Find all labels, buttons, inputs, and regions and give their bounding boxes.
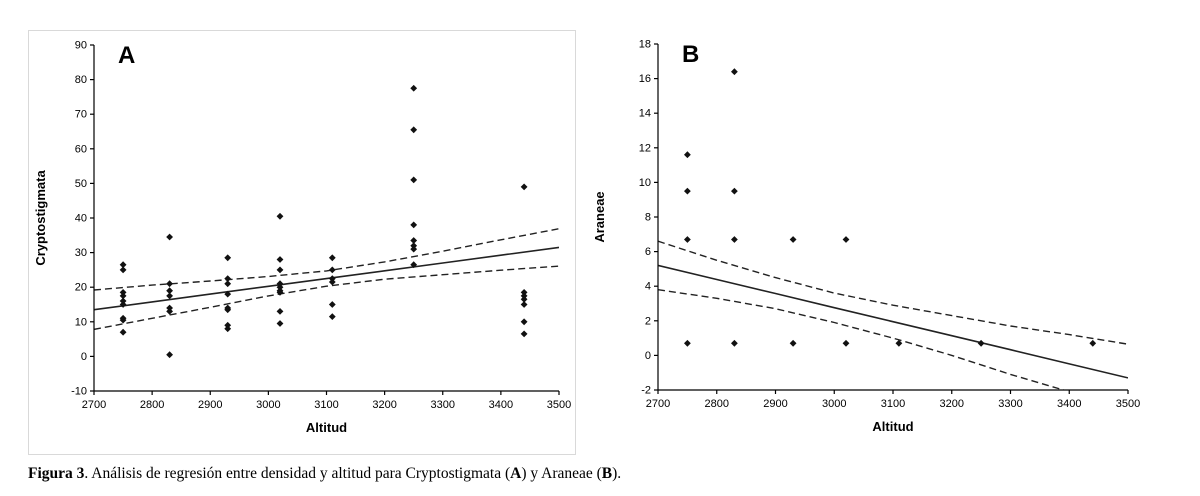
svg-text:0: 0: [81, 351, 87, 363]
svg-text:18: 18: [639, 39, 651, 51]
panel-a: -10 0 10 20 30 40 50 60 70 80 90 2700 2800 2900 3000 31…: [28, 30, 576, 455]
svg-text:0: 0: [645, 350, 651, 362]
svg-text:-10: -10: [71, 386, 87, 398]
caption-text-1: . Análisis de regresión entre densidad y…: [84, 465, 511, 482]
svg-text:Altitud: Altitud: [306, 420, 347, 435]
svg-text:3500: 3500: [547, 399, 571, 411]
figure-caption: Figura 3. Análisis de regresión entre de…: [28, 465, 1200, 483]
svg-text:2800: 2800: [140, 399, 164, 411]
caption-text-3: ).: [612, 465, 622, 482]
svg-text:60: 60: [75, 143, 87, 155]
svg-text:B: B: [682, 41, 699, 68]
figure-3: -10 0 10 20 30 40 50 60 70 80 90 2700 2800 2900 3000 31…: [28, 30, 1176, 455]
panel-b: -2 0 2 4 6 8 10 12 14 16 18 2700 2800 2900 3000 3100 320…: [588, 30, 1176, 455]
svg-text:20: 20: [75, 282, 87, 294]
svg-text:4: 4: [645, 281, 651, 293]
svg-text:10: 10: [639, 177, 651, 189]
svg-text:-2: -2: [641, 385, 651, 397]
svg-text:30: 30: [75, 247, 87, 259]
svg-text:6: 6: [645, 246, 651, 258]
svg-text:2900: 2900: [763, 398, 787, 410]
svg-text:90: 90: [75, 40, 87, 52]
svg-text:2800: 2800: [705, 398, 729, 410]
scatter-chart-cryptostigmata: -10 0 10 20 30 40 50 60 70 80 90 2700 2800 2900 3000 31…: [33, 40, 571, 436]
svg-text:80: 80: [75, 74, 87, 86]
svg-text:3000: 3000: [822, 398, 846, 410]
caption-figure-label: Figura 3: [28, 465, 85, 482]
svg-text:40: 40: [75, 213, 87, 225]
svg-text:50: 50: [75, 178, 87, 190]
svg-text:3400: 3400: [489, 399, 513, 411]
svg-text:3300: 3300: [998, 398, 1022, 410]
svg-text:2700: 2700: [646, 398, 670, 410]
svg-text:3000: 3000: [256, 399, 280, 411]
svg-text:3200: 3200: [372, 399, 396, 411]
svg-text:A: A: [118, 42, 135, 69]
svg-text:2900: 2900: [198, 399, 222, 411]
svg-text:3300: 3300: [431, 399, 455, 411]
svg-text:3100: 3100: [881, 398, 905, 410]
svg-text:Araneae: Araneae: [592, 191, 607, 242]
svg-text:3500: 3500: [1116, 398, 1140, 410]
svg-text:16: 16: [639, 73, 651, 85]
svg-text:2: 2: [645, 315, 651, 327]
caption-panel-a-ref: A: [510, 465, 522, 482]
svg-text:12: 12: [639, 142, 651, 154]
svg-text:3400: 3400: [1057, 398, 1081, 410]
svg-text:10: 10: [75, 316, 87, 328]
caption-panel-b-ref: B: [601, 465, 613, 482]
svg-text:3100: 3100: [314, 399, 338, 411]
caption-text-2: ) y Araneae (: [521, 465, 602, 482]
scatter-chart-araneae: -2 0 2 4 6 8 10 12 14 16 18 2700 2800 2900 3000 3100 320…: [592, 39, 1140, 435]
svg-text:Cryptostigmata: Cryptostigmata: [33, 170, 48, 266]
svg-text:3200: 3200: [940, 398, 964, 410]
svg-text:8: 8: [645, 212, 651, 224]
svg-text:14: 14: [639, 108, 651, 120]
svg-text:70: 70: [75, 109, 87, 121]
svg-text:2700: 2700: [82, 399, 106, 411]
svg-text:Altitud: Altitud: [872, 419, 913, 434]
